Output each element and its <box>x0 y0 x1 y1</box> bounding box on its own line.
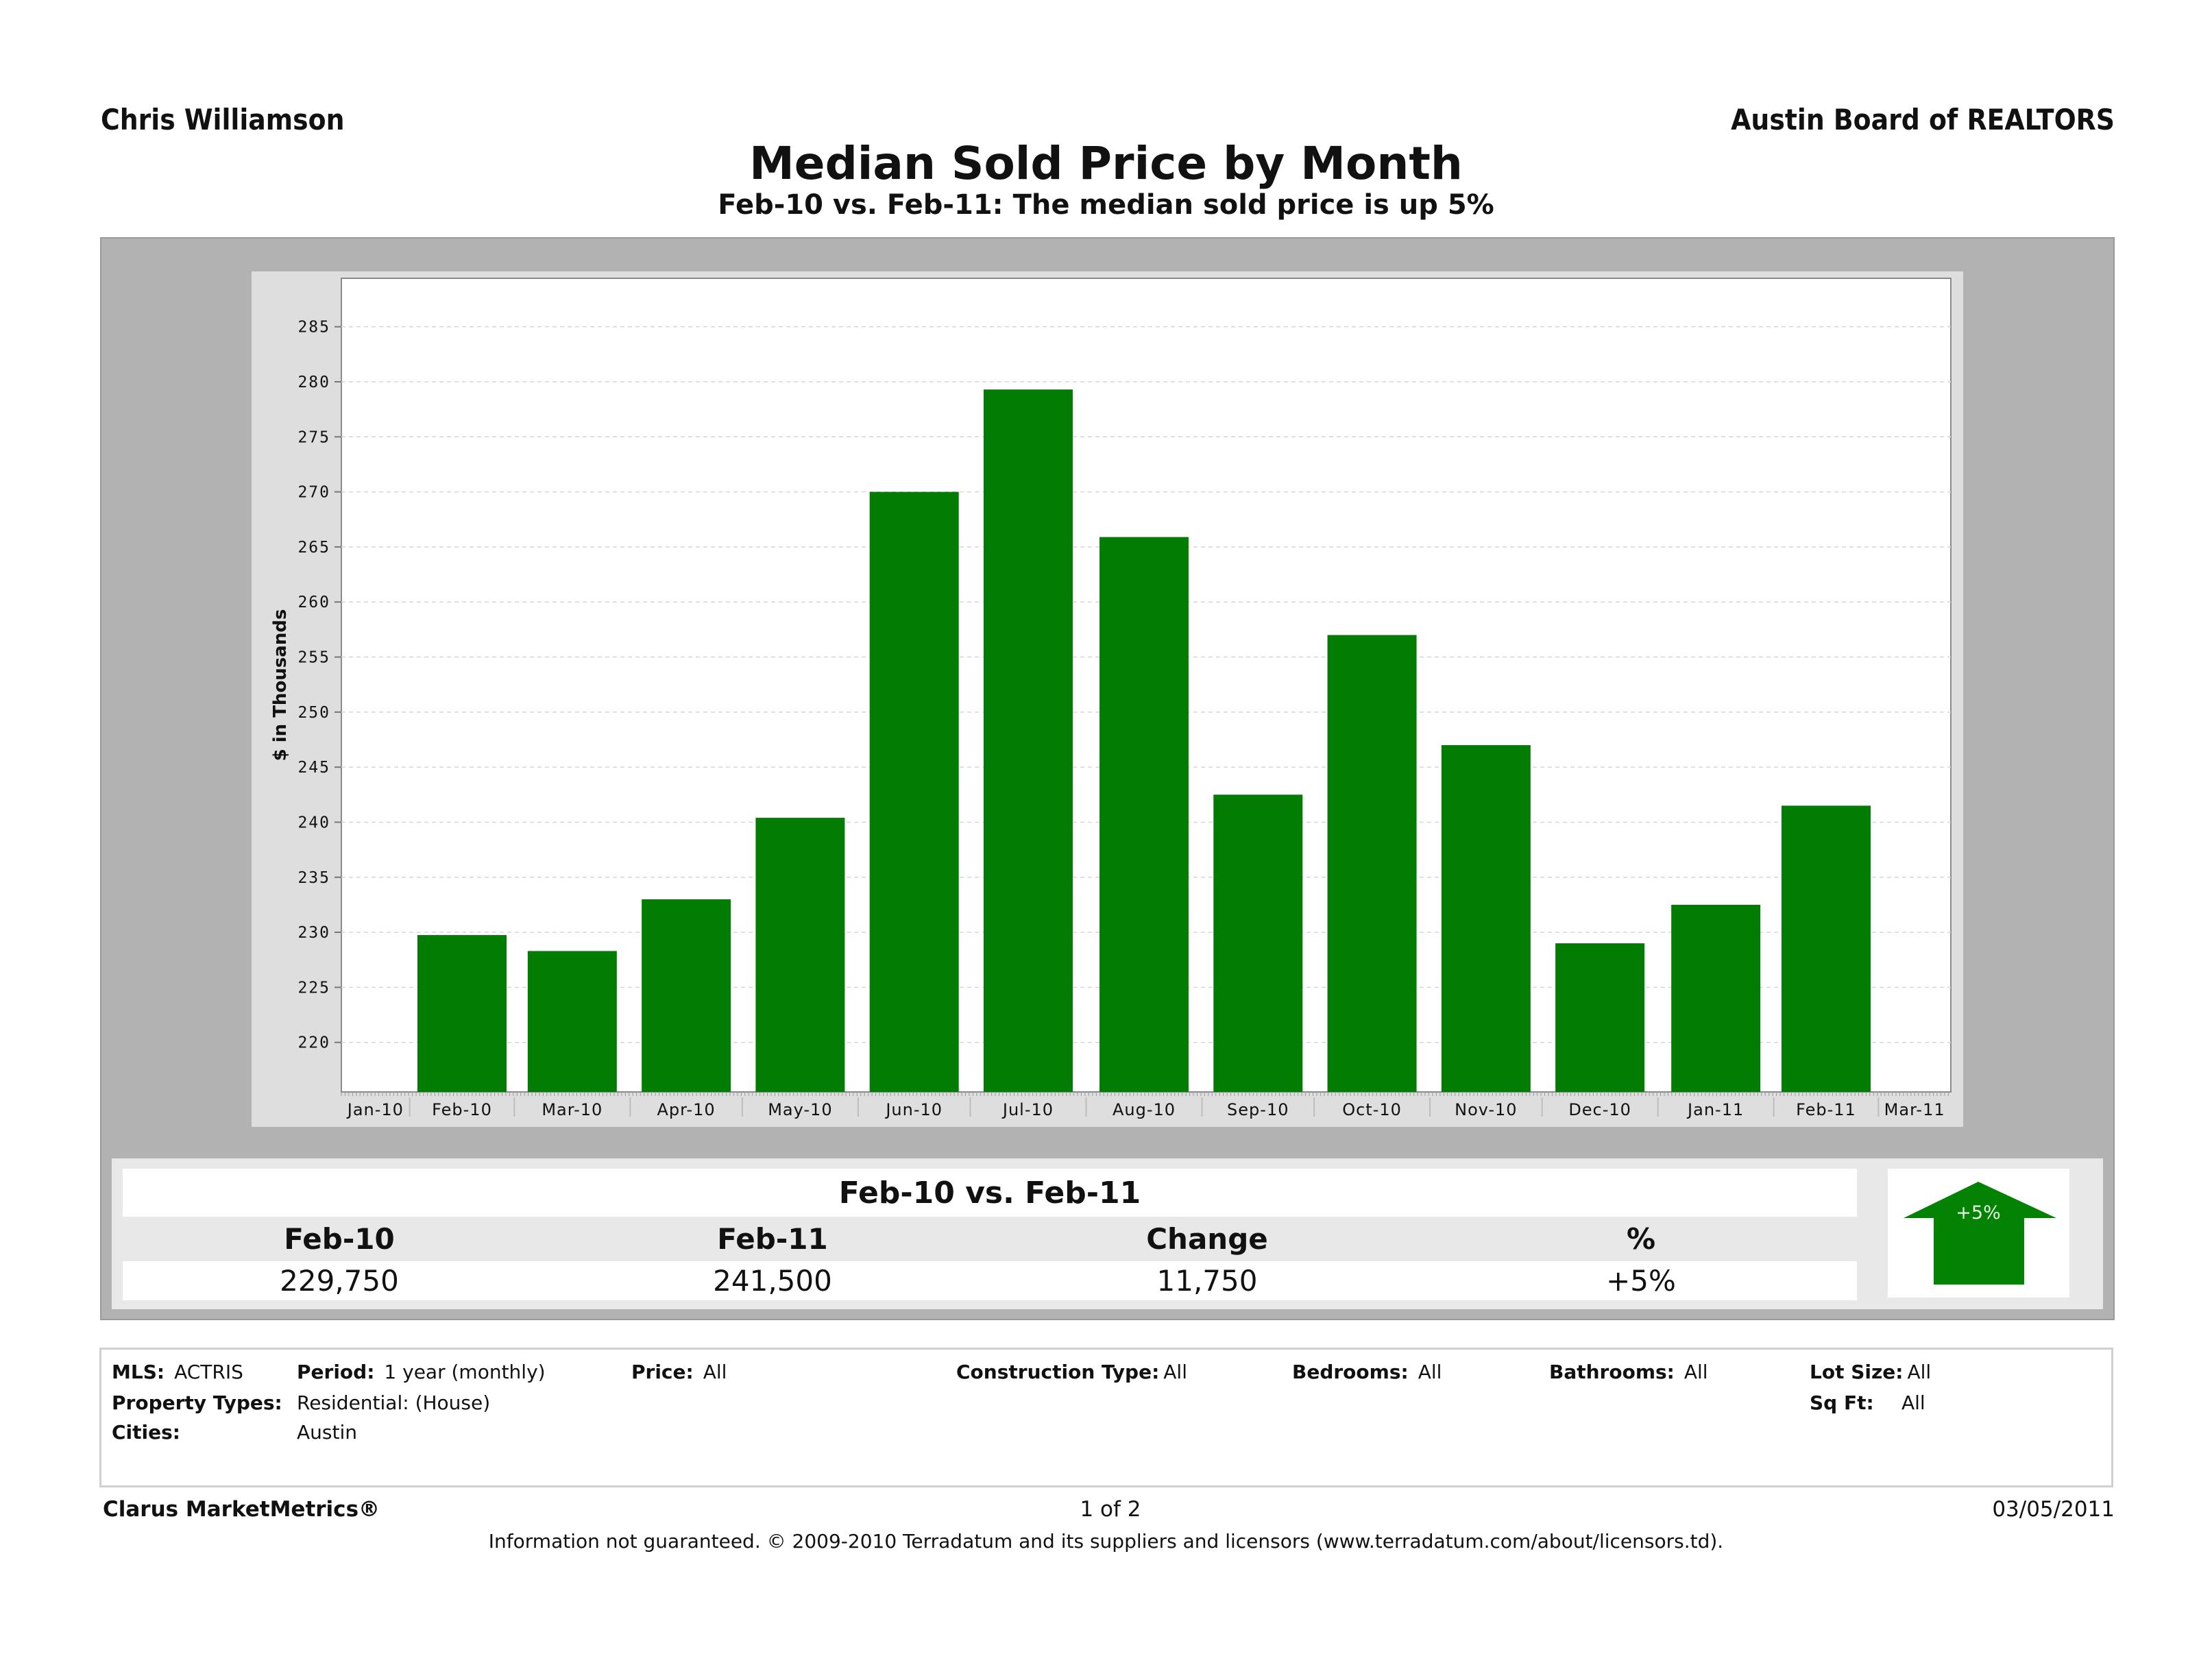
bathrooms-value: All <box>1684 1361 1708 1383</box>
value-feb-10: 229,750 <box>280 1264 399 1298</box>
x-tick-label: Sep-10 <box>1227 1100 1289 1119</box>
bar-feb-10 <box>417 935 507 1092</box>
summary-title: Feb-10 vs. Feb-11 <box>838 1175 1141 1211</box>
criteria-construction: Construction Type: All <box>956 1361 1187 1383</box>
bar-feb-11 <box>1781 805 1871 1092</box>
arrow-shape <box>1904 1182 2056 1285</box>
y-tick-label: 225 <box>297 979 330 997</box>
brand-name: Clarus MarketMetrics® <box>103 1497 380 1522</box>
x-tick-label: Dec-10 <box>1568 1100 1631 1119</box>
bar-nov-10 <box>1441 745 1531 1092</box>
y-tick-label: 240 <box>297 814 330 831</box>
value-feb-11: 241,500 <box>713 1264 832 1298</box>
x-tick-label: Nov-10 <box>1455 1100 1517 1119</box>
x-tick-label: Oct-10 <box>1342 1100 1402 1119</box>
lot-size-label: Lot Size: <box>1810 1361 1904 1383</box>
criteria-sqft-label: Sq Ft: <box>1810 1391 1874 1414</box>
page-title: Median Sold Price by Month <box>749 137 1463 190</box>
criteria-mls: MLS: ACTRIS <box>112 1361 243 1383</box>
disclaimer: Information not guaranteed. © 2009-2010 … <box>488 1530 1724 1553</box>
bar-may-10 <box>755 818 845 1092</box>
page-subtitle: Feb-10 vs. Feb-11: The median sold price… <box>718 189 1494 221</box>
header-percent: % <box>1626 1222 1656 1256</box>
criteria-price: Price: All <box>631 1361 727 1383</box>
agent-name: Chris Williamson <box>101 103 345 136</box>
period-value: 1 year (monthly) <box>384 1361 546 1383</box>
y-tick-label: 285 <box>297 319 330 337</box>
bar-jul-10 <box>983 389 1073 1092</box>
price-value: All <box>703 1361 727 1383</box>
x-tick-label: Feb-10 <box>432 1100 492 1119</box>
criteria-property-types-label: Property Types: <box>112 1391 282 1414</box>
bedrooms-label: Bedrooms: <box>1292 1361 1409 1383</box>
summary-title-row: Feb-10 vs. Feb-11 <box>123 1169 1857 1217</box>
criteria-cities-label: Cities: <box>112 1421 180 1444</box>
y-tick-label: 270 <box>297 484 330 502</box>
price-label: Price: <box>631 1361 694 1383</box>
x-tick-label: Jul-10 <box>1001 1100 1054 1119</box>
bar-mar-10 <box>527 951 617 1092</box>
header-feb-11: Feb-11 <box>717 1222 828 1256</box>
bathrooms-label: Bathrooms: <box>1549 1361 1675 1383</box>
value-change: 11,750 <box>1156 1264 1258 1298</box>
x-tick-label: Jan-10 <box>346 1100 404 1119</box>
page-number: 1 of 2 <box>1080 1497 1141 1522</box>
mls-label: MLS: <box>112 1361 165 1383</box>
y-tick-label: 275 <box>297 428 330 446</box>
criteria-lot-size: Lot Size: All <box>1810 1361 1931 1383</box>
y-tick-label: 250 <box>297 704 330 722</box>
bar-dec-10 <box>1555 943 1645 1092</box>
bedrooms-value: All <box>1418 1361 1442 1383</box>
x-tick-label: Jan-11 <box>1686 1100 1744 1119</box>
criteria-period: Period: 1 year (monthly) <box>297 1361 546 1383</box>
x-tick-label: Apr-10 <box>657 1100 716 1119</box>
criteria-bedrooms: Bedrooms: All <box>1292 1361 1442 1383</box>
bar-sep-10 <box>1213 794 1303 1092</box>
criteria-bathrooms: Bathrooms: All <box>1549 1361 1708 1383</box>
construction-value: All <box>1163 1361 1187 1383</box>
criteria-property-types-value: Residential: (House) <box>297 1391 491 1414</box>
x-tick-label: Jun-10 <box>884 1100 943 1119</box>
header-feb-10: Feb-10 <box>284 1222 395 1256</box>
construction-label: Construction Type: <box>956 1361 1160 1383</box>
y-tick-label: 265 <box>297 539 330 557</box>
header-change: Change <box>1146 1222 1268 1256</box>
criteria-sqft-value: All <box>1901 1391 1925 1414</box>
summary-header-row: Feb-10 Feb-11 Change % <box>123 1217 1857 1261</box>
y-axis-label: $ in Thousands <box>270 609 291 762</box>
bar-aug-10 <box>1099 537 1189 1092</box>
y-tick-label: 260 <box>297 594 330 611</box>
y-tick-label: 280 <box>297 374 330 391</box>
board-name: Austin Board of REALTORS <box>1731 103 2115 136</box>
summary-values-row: 229,750 241,500 11,750 +5% <box>123 1261 1857 1300</box>
x-tick-label: Mar-10 <box>542 1100 603 1119</box>
value-percent: +5% <box>1606 1264 1676 1298</box>
bar-apr-10 <box>642 899 731 1092</box>
bar-jan-11 <box>1671 904 1761 1092</box>
arrow-label: +5% <box>1956 1202 2000 1224</box>
search-criteria <box>99 1348 2113 1487</box>
lot-size-value: All <box>1907 1361 1932 1383</box>
mls-value: ACTRIS <box>174 1361 243 1383</box>
x-tick-label: Feb-11 <box>1796 1100 1856 1119</box>
x-tick-label: Mar-11 <box>1884 1100 1945 1119</box>
y-tick-label: 230 <box>297 924 330 942</box>
bar-chart: 220 225 230 235 240 245 250 255 260 265 270 275 280 2… <box>270 278 1952 1119</box>
y-tick-label: 220 <box>297 1034 330 1052</box>
bar-oct-10 <box>1327 635 1417 1092</box>
period-label: Period: <box>297 1361 375 1383</box>
y-tick-label: 255 <box>297 649 330 667</box>
criteria-cities-value: Austin <box>297 1421 357 1444</box>
bar-jun-10 <box>869 491 959 1092</box>
x-tick-label: May-10 <box>768 1100 832 1119</box>
report-date: 03/05/2011 <box>1992 1497 2115 1522</box>
y-tick-label: 245 <box>297 759 330 777</box>
up-arrow-icon: +5% <box>1904 1182 2056 1285</box>
x-tick-label: Aug-10 <box>1113 1100 1176 1119</box>
y-tick-label: 235 <box>297 869 330 887</box>
